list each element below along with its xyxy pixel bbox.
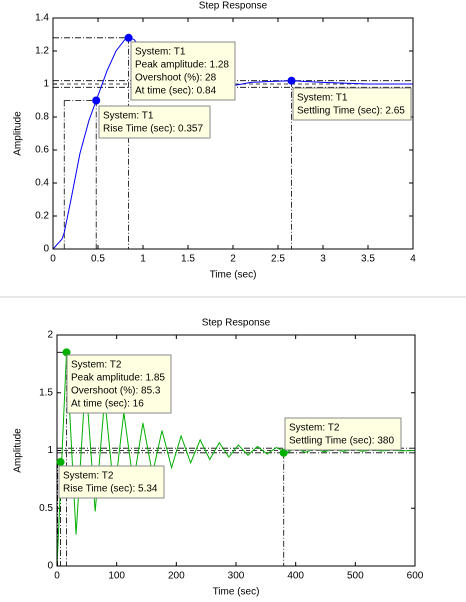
- y-tick-label: 0.6: [35, 145, 49, 156]
- x-tick-label: 0: [50, 254, 56, 265]
- x-tick-label: 1.5: [181, 254, 195, 265]
- datatip-box: [98, 105, 211, 139]
- x-tick-label: 100: [108, 571, 125, 582]
- datatip: System: T1 Rise Time (sec): 0.357: [98, 105, 211, 139]
- datatip-text: Rise Time (sec): 5.34: [63, 484, 158, 495]
- y-tick-label: 1.4: [35, 13, 49, 24]
- x-axis-label: Time (sec): [213, 587, 260, 598]
- y-tick-label: 0.2: [35, 211, 49, 222]
- datatip-box: [284, 417, 402, 451]
- datatip-text: System: T1: [135, 47, 186, 58]
- datatip: System: T1 Peak amplitude: 1.28 Overshoot …: [130, 41, 236, 101]
- x-tick-label: 200: [168, 571, 185, 582]
- datatip-text: System: T2: [289, 423, 340, 434]
- y-tick-label: 0.5: [39, 503, 53, 514]
- datatip-text: System: T1: [297, 93, 348, 104]
- x-tick-label: 2: [230, 254, 236, 265]
- datatip-marker: [62, 348, 71, 357]
- datatip-text: Peak amplitude: 1.28: [135, 60, 229, 71]
- datatip-text: Peak amplitude: 1.85: [71, 373, 165, 384]
- datatip-marker: [92, 96, 101, 105]
- datatip-marker: [287, 76, 296, 85]
- datatip-text: At time (sec): 16: [71, 399, 144, 410]
- datatip: System: T1 Settling Time (sec): 2.65: [292, 87, 412, 121]
- x-tick-label: 3: [320, 254, 326, 265]
- x-tick-label: 300: [228, 571, 245, 582]
- y-tick-label: 1.2: [35, 46, 49, 57]
- datatip-box: [58, 465, 165, 499]
- datatip-marker: [124, 33, 133, 42]
- x-tick-label: 400: [287, 571, 304, 582]
- datatip-marker: [279, 448, 288, 457]
- datatip-text: Overshoot (%): 85.3: [71, 386, 161, 397]
- y-tick-label: 0.8: [35, 112, 49, 123]
- x-tick-label: 0.5: [91, 254, 105, 265]
- datatip-text: Settling Time (sec): 2.65: [297, 106, 405, 117]
- x-tick-label: 3.5: [361, 254, 375, 265]
- datatip-text: System: T2: [63, 471, 114, 482]
- datatip-text: Overshoot (%): 28: [135, 73, 217, 84]
- y-tick-label: 0: [47, 561, 53, 572]
- chart-title: Step Response: [199, 1, 268, 12]
- x-tick-label: 2.5: [271, 254, 285, 265]
- x-tick-label: 500: [347, 571, 364, 582]
- datatip-text: Settling Time (sec): 380: [289, 436, 394, 447]
- y-tick-label: 0: [43, 244, 49, 255]
- axes-box: [52, 17, 414, 250]
- x-tick-label: 4: [410, 254, 416, 265]
- x-tick-label: 1: [140, 254, 146, 265]
- axes-box: [56, 334, 416, 567]
- x-tick-label: 600: [407, 571, 424, 582]
- datatip-marker: [56, 458, 65, 467]
- datatip-box: [66, 354, 172, 414]
- x-axis-label: Time (sec): [210, 270, 257, 281]
- y-tick-label: 1: [43, 79, 49, 90]
- x-tick-label: 0: [54, 571, 60, 582]
- datatip: System: T2 Settling Time (sec): 380: [284, 417, 402, 451]
- datatip-text: System: T1: [103, 111, 154, 122]
- datatip: System: T2 Rise Time (sec): 5.34: [58, 465, 165, 499]
- chart-title: Step Response: [202, 318, 271, 329]
- datatip-box: [292, 87, 412, 121]
- y-axis-label: Amplitude: [13, 111, 24, 156]
- datatip: System: T2 Peak amplitude: 1.85 Overshoot …: [66, 354, 172, 414]
- y-tick-label: 0.4: [35, 178, 49, 189]
- y-axis-label: Amplitude: [13, 428, 24, 473]
- y-tick-label: 1.5: [39, 387, 53, 398]
- y-tick-label: 2: [47, 330, 53, 341]
- y-tick-label: 1: [47, 445, 53, 456]
- datatip-box: [130, 41, 236, 101]
- datatip-text: Rise Time (sec): 0.357: [103, 124, 203, 135]
- datatip-text: System: T2: [71, 360, 122, 371]
- datatip-text: At time (sec): 0.84: [135, 86, 217, 97]
